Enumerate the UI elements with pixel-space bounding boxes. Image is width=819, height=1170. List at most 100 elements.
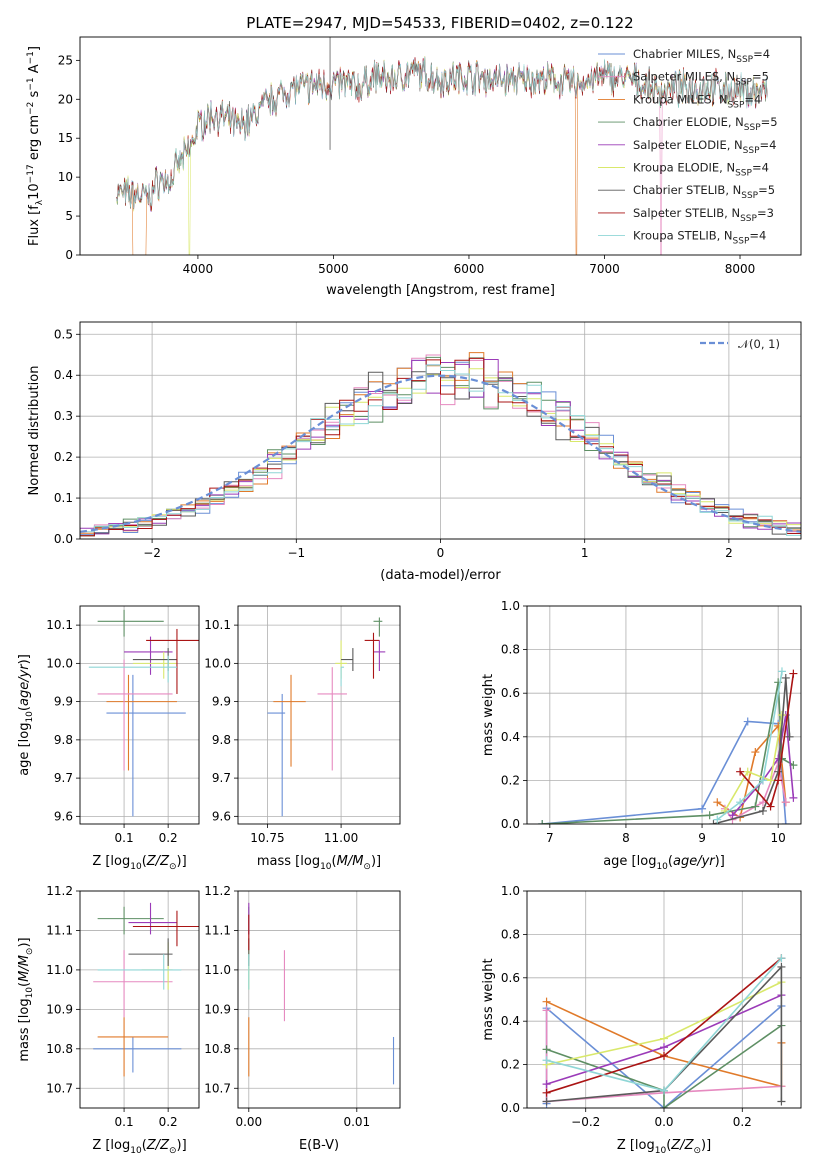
sfh_Z-series-line: [546, 964, 783, 1103]
mass_vs_ebv-ytick-label: 10.7: [204, 1081, 231, 1095]
residuals-normal-curve: [80, 374, 801, 533]
sfh_Z-point-marker: [542, 1088, 551, 1097]
mass_vs_ebv-frame: [237, 890, 401, 1109]
residuals-ytick-label: 0.4: [54, 368, 73, 382]
sfh_age-point-marker: [777, 667, 786, 676]
mass_vs_ebv-ytick-label: 11.0: [204, 963, 231, 977]
sfh_age-xtick-label: 10: [771, 831, 786, 845]
sfh_age-plot-area: [538, 667, 798, 824]
age_vs_mass-xtick-label: 11.00: [324, 831, 358, 845]
mass_vs_ebv-ytick-label: 11.1: [204, 923, 231, 937]
mass_vs_Z-xlabel: Z [log10(Z/Z⊙)]: [92, 1138, 186, 1156]
sfh_age-ytick-label: 0.2: [501, 773, 520, 787]
mass_vs_Z-plot-area: [93, 902, 199, 1077]
age_vs_mass-ytick-label: 9.8: [212, 733, 231, 747]
spectrum-ytick-label: 15: [58, 131, 73, 145]
mass_vs_Z-ytick-label: 10.7: [46, 1081, 73, 1095]
spectrum-legend-label: Chabrier STELIB, NSSP=5: [633, 183, 775, 201]
sfh_age-ytick-label: 0.8: [501, 643, 520, 657]
mass_vs_ebv-xtick-label: 0.00: [235, 1115, 262, 1129]
sfh_age-xtick-label: 9: [698, 831, 706, 845]
mass_vs_ebv-ytick-label: 10.8: [204, 1042, 231, 1056]
sfh_Z-point-marker: [660, 1086, 668, 1095]
mass_vs_Z-xtick-label: 0.2: [159, 1115, 178, 1129]
sfh_age-ytick-label: 1.0: [501, 599, 520, 613]
sfh_Z-frame: [526, 890, 802, 1109]
age_vs_mass-ytick-label: 10.1: [204, 618, 231, 632]
sfh_age-series-line: [724, 714, 783, 812]
sfh_age-xtick-label: 7: [546, 831, 554, 845]
sfh_age-point-marker: [781, 820, 790, 824]
sfh_Z-point-marker: [660, 1051, 668, 1060]
sfh_age-point-marker: [743, 717, 752, 726]
sfh_Z-xlabel: Z [log10(Z/Z⊙)]: [617, 1138, 711, 1156]
age_vs_mass-frame: [237, 605, 401, 825]
residuals-legend-label: 𝒩(0, 1): [738, 337, 780, 351]
mass_vs_ebv-ytick-label: 10.9: [204, 1002, 231, 1016]
sfh_age-point-marker: [698, 804, 707, 813]
spectrum-ytick-label: 0: [65, 248, 73, 262]
age_vs_Z-ytick-label: 9.9: [54, 695, 73, 709]
spectrum-xtick-label: 7000: [589, 262, 620, 276]
sfh_age-xtick-label: 8: [622, 831, 630, 845]
spectrum-xlabel: wavelength [Angstrom, rest frame]: [326, 283, 555, 298]
sfh_age-series-line: [739, 673, 795, 809]
sfh_Z-ytick-label: 0.2: [501, 1058, 520, 1072]
mass_vs_ebv-ytick-label: 11.2: [204, 884, 231, 898]
sfh_age-point-marker: [736, 767, 745, 776]
mass_vs_Z-ytick-label: 11.0: [46, 963, 73, 977]
sfh_Z-point-marker: [777, 962, 786, 971]
spectrum-xtick-label: 4000: [183, 262, 214, 276]
sfh_Z-point-marker: [777, 954, 786, 963]
age_vs_Z-ytick-label: 9.8: [54, 733, 73, 747]
residuals-ytick-label: 0.1: [54, 491, 73, 505]
sfh_age-point-marker: [766, 776, 775, 785]
mass_vs_Z-frame: [79, 890, 200, 1109]
mass_vs_Z-ytick-label: 10.8: [46, 1042, 73, 1056]
residuals-ytick-label: 0.5: [54, 327, 73, 341]
residuals-ylabel: Normed distribution: [27, 366, 42, 496]
sfh_age-point-marker: [789, 669, 798, 678]
sfh_age-point-marker: [789, 793, 798, 802]
spectrum-legend-label: Kroupa STELIB, NSSP=4: [633, 229, 766, 247]
sfh_age-point-marker: [713, 815, 722, 824]
sfh_age-xlabel: age [log10(age/yr)]: [603, 854, 725, 872]
sfh_Z-ytick-label: 0.8: [501, 927, 520, 941]
sfh_age-point-marker: [713, 798, 722, 807]
sfh_age-point-marker: [743, 767, 752, 776]
sfh_Z-point-marker: [542, 1097, 551, 1106]
residuals-ytick-label: 0.3: [54, 409, 73, 423]
spectrum-ytick-label: 5: [65, 209, 73, 223]
age_vs_Z-ytick-label: 9.6: [54, 809, 73, 823]
spectrum-xtick-label: 8000: [725, 262, 756, 276]
residuals-xtick-label: −1: [287, 546, 305, 560]
sfh_age-point-marker: [751, 802, 760, 811]
residuals-xtick-label: 1: [581, 546, 589, 560]
spectrum-legend-label: Chabrier ELODIE, NSSP=5: [633, 115, 778, 133]
mass_vs_Z-ylabel: mass [log10(M/M⊙)]: [17, 937, 35, 1061]
mass_vs_ebv-xlabel: E(B-V): [299, 1138, 339, 1153]
sfh_Z-point-marker: [542, 1045, 551, 1054]
sfh_age-frame: [526, 605, 802, 825]
age_vs_mass-ytick-label: 9.7: [212, 771, 231, 785]
sfh_age-point-marker: [758, 776, 767, 785]
sfh_Z-xtick-label: −0.2: [571, 1115, 600, 1129]
sfh_age-point-marker: [781, 798, 790, 807]
age_vs_Z-frame: [79, 605, 200, 825]
sfh_Z-series-line: [546, 1024, 782, 1108]
sfh_Z-series-line: [545, 1010, 782, 1103]
spectrum-plot-area: [116, 37, 768, 255]
spectrum-legend-label: Salpeter ELODIE, NSSP=4: [633, 138, 776, 156]
sfh_Z-point-marker: [542, 1056, 551, 1065]
age_vs_Z-xtick-label: 0.2: [159, 831, 178, 845]
sfh_age-ytick-label: 0.6: [501, 686, 520, 700]
age_vs_Z-xtick-label: 0.1: [115, 831, 134, 845]
spectrum-ytick-label: 10: [58, 170, 73, 184]
sfh_age-point-marker: [705, 811, 714, 820]
sfh_age-point-marker: [709, 820, 718, 824]
sfh_Z-xtick-label: 0.2: [733, 1115, 752, 1129]
spectrum-xtick-label: 5000: [318, 262, 349, 276]
sfh_Z-point-marker: [542, 1080, 551, 1089]
age_vs_mass-ytick-label: 9.9: [212, 695, 231, 709]
